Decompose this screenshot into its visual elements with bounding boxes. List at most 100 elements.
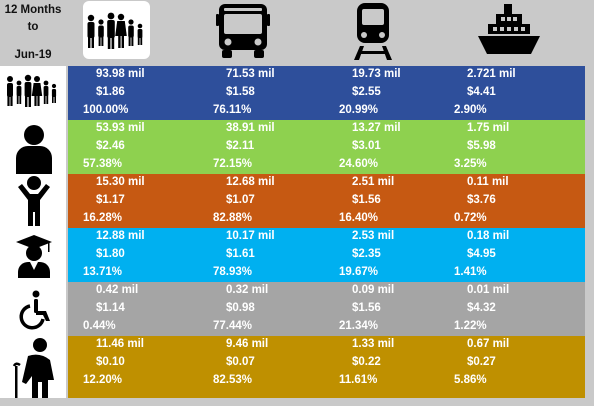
share-value: 13.71% (83, 266, 123, 278)
avg-fare-value: $1.07 (226, 194, 255, 206)
header-train (351, 2, 395, 60)
header-all-passengers (83, 1, 150, 59)
share-value: 5.86% (454, 374, 487, 386)
trips-value: 0.01 mil (467, 284, 510, 296)
avg-fare-value: $0.27 (467, 356, 496, 368)
share-value: 77.44% (213, 320, 253, 332)
trips-value: 0.11 mil (467, 176, 509, 188)
avg-fare-value: $1.80 (96, 248, 125, 260)
row-icon-adult (0, 120, 66, 174)
trips-value: 12.68 mil (226, 176, 275, 188)
share-value: 57.38% (83, 158, 123, 170)
avg-fare-value: $2.11 (226, 140, 255, 152)
table-row: 11.46 mil $0.10 12.20% 9.46 mil $0.07 82.53% 1… (68, 336, 585, 398)
avg-fare-value: $0.07 (226, 356, 255, 368)
share-value: 2.90% (454, 104, 487, 116)
avg-fare-value: $4.32 (467, 302, 496, 314)
avg-fare-value: $4.95 (467, 248, 496, 260)
share-value: 21.34% (339, 320, 379, 332)
share-value: 12.20% (83, 374, 123, 386)
table-row: 0.42 mil $1.14 0.44% 0.32 mil $0.98 77.44% 0.0… (68, 282, 585, 336)
trips-value: 11.46 mil (96, 338, 144, 350)
trips-value: 38.91 mil (226, 122, 275, 134)
trips-value: 12.88 mil (96, 230, 145, 242)
trips-value: 10.17 mil (226, 230, 275, 242)
share-value: 78.93% (213, 266, 253, 278)
trips-value: 0.18 mil (467, 230, 510, 242)
trips-value: 0.09 mil (352, 284, 395, 296)
share-value: 0.72% (454, 212, 487, 224)
period-line-3: Jun-19 (14, 49, 52, 61)
avg-fare-value: $1.17 (96, 194, 125, 206)
period-line-2: to (27, 21, 39, 33)
avg-fare-value: $5.98 (467, 140, 496, 152)
table-row: 53.93 mil $2.46 57.38% 38.91 mil $2.11 72.15%… (68, 120, 585, 174)
avg-fare-value: $3.76 (467, 194, 496, 206)
share-value: 3.25% (454, 158, 487, 170)
avg-fare-value: $2.46 (96, 140, 125, 152)
share-value: 76.11% (213, 104, 252, 116)
graduate-icon (16, 235, 52, 278)
trips-value: 1.75 mil (467, 122, 510, 134)
trips-value: 2.721 mil (467, 68, 516, 80)
share-value: 11.61% (339, 374, 378, 386)
row-icon-concession (0, 282, 66, 336)
share-value: 0.44% (83, 320, 116, 332)
table-row: 93.98 mil $1.86 100.00% 71.53 mil $1.58 76.11… (68, 66, 585, 120)
share-value: 19.67% (339, 266, 379, 278)
trips-value: 93.98 mil (96, 68, 145, 80)
row-icon-senior (0, 336, 66, 398)
family-icon (87, 12, 143, 49)
trips-value: 9.46 mil (226, 338, 269, 350)
family-icon (7, 74, 57, 107)
row-icon-all (0, 66, 66, 120)
trips-value: 1.33 mil (352, 338, 395, 350)
share-value: 24.60% (339, 158, 379, 170)
trips-value: 19.73 mil (352, 68, 401, 80)
header-bus (214, 2, 272, 60)
avg-fare-value: $1.56 (352, 194, 381, 206)
share-value: 100.00% (83, 104, 129, 116)
avg-fare-value: $2.55 (352, 86, 381, 98)
trips-value: 2.51 mil (352, 176, 395, 188)
row-icon-student (0, 228, 66, 282)
period-label: 12 Months to Jun-19 (0, 0, 66, 66)
trips-value: 71.53 mil (226, 68, 275, 80)
header-ferry (476, 2, 542, 60)
share-value: 20.99% (339, 104, 379, 116)
trips-value: 0.67 mil (467, 338, 510, 350)
avg-fare-value: $1.56 (352, 302, 381, 314)
share-value: 1.41% (454, 266, 487, 278)
table-row: 12.88 mil $1.80 13.71% 10.17 mil $1.61 78.93%… (68, 228, 585, 282)
senior-icon (12, 338, 54, 398)
avg-fare-value: $1.58 (226, 86, 255, 98)
share-value: 82.88% (213, 212, 253, 224)
trips-value: 13.27 mil (352, 122, 401, 134)
table-row: 15.30 mil $1.17 16.28% 12.68 mil $1.07 82.88%… (68, 174, 585, 228)
child-icon (18, 176, 50, 226)
share-value: 72.15% (213, 158, 253, 170)
trips-value: 0.42 mil (96, 284, 139, 296)
avg-fare-value: $0.22 (352, 356, 381, 368)
avg-fare-value: $4.41 (467, 86, 496, 98)
ferry-icon (478, 4, 540, 54)
share-value: 1.22% (454, 320, 487, 332)
trips-value: 53.93 mil (96, 122, 145, 134)
share-value: 16.40% (339, 212, 379, 224)
avg-fare-value: $3.01 (352, 140, 381, 152)
avg-fare-value: $1.61 (226, 248, 255, 260)
trips-value: 15.30 mil (96, 176, 145, 188)
avg-fare-value: $2.35 (352, 248, 381, 260)
trips-value: 2.53 mil (352, 230, 395, 242)
avg-fare-value: $1.86 (96, 86, 125, 98)
avg-fare-value: $0.10 (96, 356, 125, 368)
share-value: 16.28% (83, 212, 123, 224)
row-icon-child (0, 174, 66, 228)
bus-icon (216, 4, 270, 58)
wheelchair-icon (19, 290, 50, 330)
avg-fare-value: $1.14 (96, 302, 125, 314)
share-value: 82.53% (213, 374, 253, 386)
trips-value: 0.32 mil (226, 284, 269, 296)
avg-fare-value: $0.98 (226, 302, 255, 314)
adult-icon (16, 125, 52, 174)
